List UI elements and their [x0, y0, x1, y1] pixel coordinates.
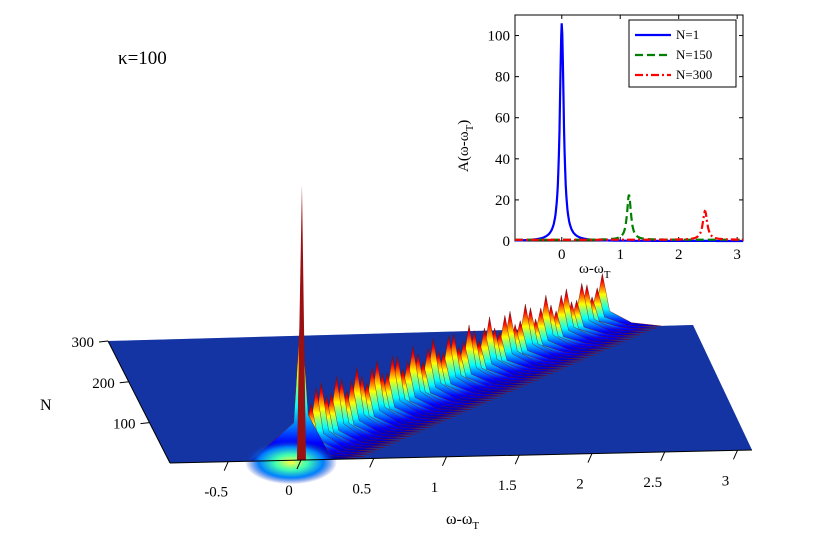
inset-series — [514, 23, 743, 243]
surface-axes: -0.5 0 0.5 1 1.5 2 2.5 3 100 200 300 — [72, 335, 753, 501]
inset-ytick-label-3: 60 — [495, 111, 510, 127]
inset-legend: N=1 N=150 N=300 — [628, 19, 737, 88]
surface-xtick-mark-5 — [587, 453, 593, 463]
surface-ytick-mark-0 — [140, 422, 150, 425]
surface-xtick-label-1: 0 — [285, 483, 293, 499]
inset-ytick-label-0: 0 — [503, 234, 511, 250]
surface-xtick-mark-1 — [296, 459, 302, 470]
inset-xlabel: ω-ωT — [579, 261, 611, 281]
surface-ytick-mark-1 — [119, 381, 129, 384]
surface-ylabel: N — [40, 397, 52, 414]
inset-xtick-label-1: 1 — [616, 247, 624, 263]
surface-ytick-label-0: 100 — [113, 417, 136, 433]
surface-xtick-label-6: 2.5 — [643, 475, 662, 491]
surface-xtick-label-2: 0.5 — [352, 481, 371, 497]
surface-basin — [245, 440, 338, 485]
inset-ticks: 0 1 2 3 0 20 40 60 80 100 — [488, 15, 743, 263]
surface-ytick-mark-2 — [98, 340, 109, 343]
inset-ytick-label-2: 40 — [495, 152, 510, 168]
surface-ytick-label-1: 200 — [92, 376, 115, 392]
inset-ytick-label-5: 100 — [488, 29, 511, 45]
surface-xtick-mark-7 — [732, 450, 738, 460]
inset-ytick-label-1: 20 — [495, 193, 510, 209]
inset-xtick-label-2: 2 — [675, 247, 683, 263]
inset-xtick-label-0: 0 — [558, 247, 566, 263]
surface-xtick-mark-4 — [514, 454, 520, 465]
surface-xtick-label-4: 1.5 — [498, 478, 517, 494]
surface-ridges — [245, 185, 661, 485]
surface-xtick-mark-0 — [223, 461, 229, 471]
surface-xtick-label-0: -0.5 — [204, 485, 228, 501]
surface-xtick-mark-2 — [369, 458, 375, 468]
kappa-annotation: κ=100 — [118, 48, 167, 69]
inset-ylabel: A(ω-ωT) — [456, 120, 476, 172]
surface-xlabel: ω-ωT — [446, 511, 479, 532]
surface-peak-n1 — [296, 185, 306, 461]
surface-xtick-label-5: 2 — [576, 477, 584, 493]
inset-series-N=300 — [515, 209, 743, 241]
surface-xtick-label-3: 1 — [431, 480, 439, 496]
surface-y-axis-line — [107, 340, 171, 464]
legend-label-2: N=300 — [676, 67, 712, 82]
surface-xtick-mark-6 — [660, 451, 666, 462]
inset-xtick-label-3: 3 — [733, 247, 741, 263]
surface-xtick-mark-3 — [441, 456, 447, 467]
surface-xtick-label-7: 3 — [722, 473, 730, 489]
surface-x-axis-line — [169, 449, 753, 464]
surface-ytick-label-2: 300 — [72, 335, 95, 351]
legend-label-1: N=150 — [676, 47, 712, 62]
legend-label-0: N=1 — [676, 27, 699, 42]
inset-ytick-label-4: 80 — [495, 70, 510, 86]
